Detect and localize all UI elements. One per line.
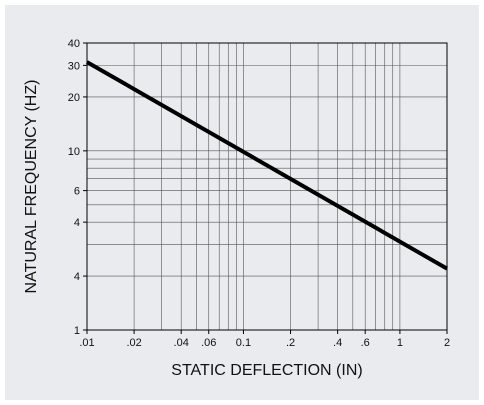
y-tick-label: 4 (74, 217, 80, 229)
x-tick-label: 1 (397, 337, 403, 349)
chart-panel: .01 .02 .04 .06 0.1 .2 .4 .6 1 2 1 4 4 6 10 20 30 40 STA… (5, 5, 479, 400)
y-axis-label: NATURAL FREQUENCY (HZ) (23, 80, 40, 294)
x-tick-label: .02 (126, 337, 141, 349)
x-tick-label: .2 (286, 337, 295, 349)
x-tick-label: 2 (444, 337, 450, 349)
y-tick-label: 10 (68, 146, 80, 158)
y-tick-labels: 1 4 4 6 10 20 30 40 (68, 38, 87, 337)
plot-frame (86, 42, 448, 331)
y-tick-label: 30 (68, 60, 80, 72)
y-tick-label: 4 (74, 271, 80, 283)
y-tick-label: 6 (74, 186, 80, 198)
x-tick-label: .01 (79, 337, 94, 349)
y-tick-label: 20 (68, 92, 80, 104)
x-tick-label: .6 (361, 337, 370, 349)
frequency-deflection-chart: .01 .02 .04 .06 0.1 .2 .4 .6 1 2 1 4 4 6 10 20 30 40 STA… (23, 38, 450, 379)
series-layer (86, 60, 448, 271)
x-tick-labels: .01 .02 .04 .06 0.1 .2 .4 .6 1 2 (79, 330, 450, 349)
x-tick-label: 0.1 (236, 337, 251, 349)
x-tick-label: .06 (201, 337, 216, 349)
series-line (86, 60, 448, 271)
y-tick-label: 40 (68, 38, 80, 50)
x-tick-label: .04 (174, 337, 189, 349)
minor-grid (87, 43, 447, 330)
y-tick-label: 1 (74, 325, 80, 337)
x-axis-label: STATIC DEFLECTION (IN) (171, 362, 362, 379)
x-tick-label: .4 (333, 337, 342, 349)
